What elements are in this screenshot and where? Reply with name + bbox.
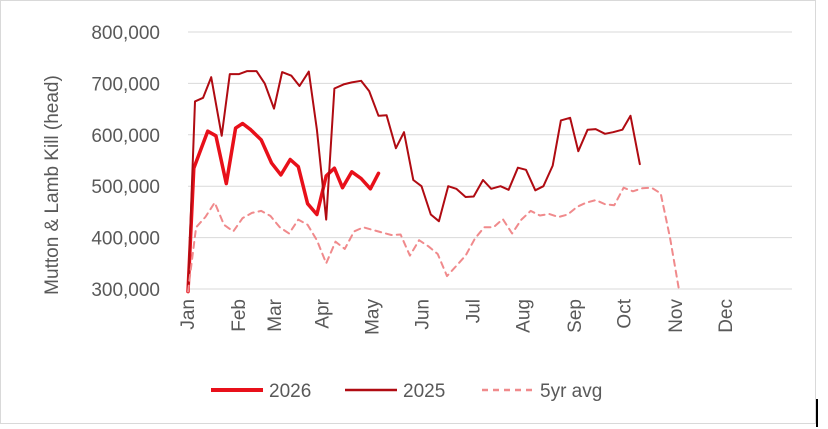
series-line-2026	[186, 121, 381, 294]
x-tick-label: Dec	[716, 299, 737, 333]
legend-label: 2026	[269, 381, 311, 402]
y-tick-label: 300,000	[91, 280, 160, 301]
y-tick-label: 500,000	[91, 177, 160, 198]
series-line-2025	[187, 70, 641, 293]
legend-label: 2025	[403, 381, 445, 402]
y-tick-labels: 300,000 400,000 500,000 600,000 700,000 800,0…	[91, 23, 160, 301]
legend-label: 5yr avg	[540, 381, 602, 402]
x-tick-label: Aug	[514, 299, 535, 333]
chart-frame	[0, 0, 816, 424]
x-tick-label: Nov	[666, 299, 687, 333]
series-line-5yr-avg	[187, 186, 681, 293]
edge-marker	[816, 399, 818, 427]
x-tick-label: Jul	[464, 299, 485, 323]
x-tick-label: May	[363, 299, 384, 335]
x-tick-label: Jun	[413, 299, 434, 330]
x-tick-label: Apr	[313, 298, 334, 328]
y-tick-label: 800,000	[91, 23, 160, 44]
x-tick-label: Mar	[265, 298, 286, 331]
legend: 2026 2025 5yr avg	[211, 381, 602, 402]
x-tick-label: Sep	[565, 299, 586, 333]
y-tick-label: 600,000	[91, 126, 160, 147]
x-tick-label: Feb	[229, 299, 250, 332]
series-lines	[186, 70, 681, 294]
gridlines	[188, 31, 792, 290]
y-tick-label: 700,000	[91, 74, 160, 95]
x-tick-label: Oct	[615, 298, 636, 328]
x-tick-label: Jan	[178, 299, 199, 330]
x-tick-labels: Jan Feb Mar Apr May Jun Jul Aug Sep Oct Nov Dec	[178, 298, 737, 335]
y-tick-label: 400,000	[91, 229, 160, 250]
y-axis-label: Mutton & Lamb Kill (head)	[42, 75, 63, 295]
